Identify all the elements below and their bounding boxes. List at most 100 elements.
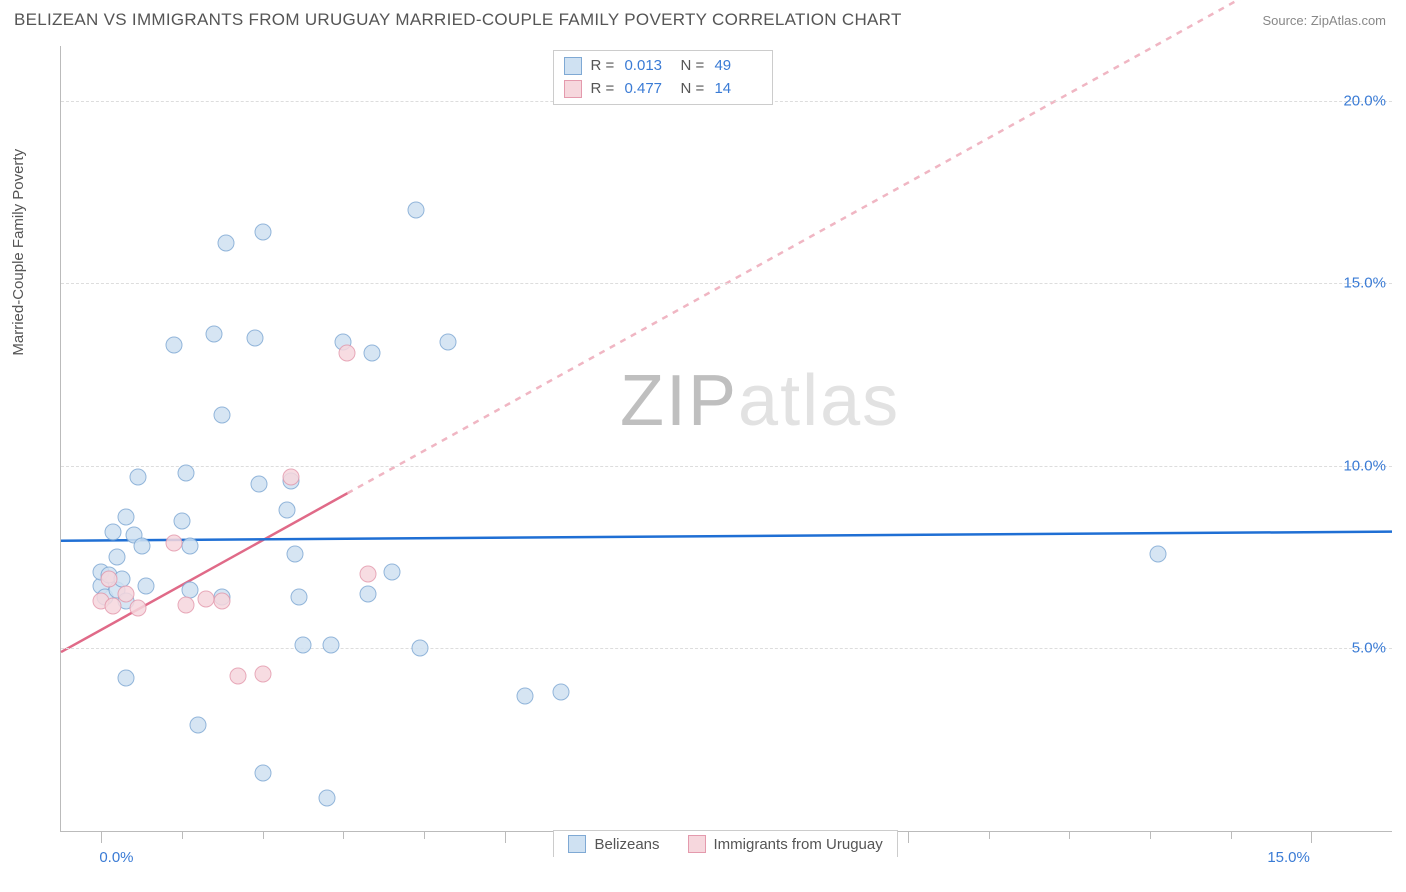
correlation-legend-row: R = 0.477 N = 14: [564, 78, 762, 101]
data-point: [254, 764, 271, 781]
data-point: [286, 545, 303, 562]
data-point: [363, 344, 380, 361]
data-point: [440, 333, 457, 350]
x-tick: [1311, 831, 1312, 843]
r-value: 0.013: [624, 55, 672, 78]
data-point: [129, 600, 146, 617]
x-tick: [908, 831, 909, 843]
data-point: [182, 538, 199, 555]
data-point: [254, 666, 271, 683]
data-point: [190, 717, 207, 734]
y-tick-label: 10.0%: [1343, 457, 1386, 474]
chart-title: BELIZEAN VS IMMIGRANTS FROM URUGUAY MARR…: [14, 10, 902, 30]
data-point: [295, 636, 312, 653]
r-label: R =: [590, 78, 616, 101]
n-label: N =: [680, 78, 706, 101]
data-point: [323, 636, 340, 653]
data-point: [218, 235, 235, 252]
watermark-atlas: atlas: [738, 361, 900, 441]
data-point: [206, 326, 223, 343]
n-label: N =: [680, 55, 706, 78]
x-tick: [343, 831, 344, 839]
series-legend: Belizeans Immigrants from Uruguay: [553, 830, 897, 857]
data-point: [319, 790, 336, 807]
gridline-h: [61, 648, 1392, 649]
data-point: [516, 687, 533, 704]
y-tick-label: 15.0%: [1343, 275, 1386, 292]
r-value: 0.477: [624, 78, 672, 101]
data-point: [117, 585, 134, 602]
data-point: [359, 565, 376, 582]
header-bar: BELIZEAN VS IMMIGRANTS FROM URUGUAY MARR…: [0, 0, 1406, 36]
data-point: [178, 596, 195, 613]
data-point: [214, 406, 231, 423]
x-tick: [1069, 831, 1070, 839]
data-point: [117, 509, 134, 526]
data-point: [246, 330, 263, 347]
series-legend-label: Immigrants from Uruguay: [714, 836, 883, 853]
data-point: [105, 523, 122, 540]
data-point: [407, 202, 424, 219]
data-point: [254, 224, 271, 241]
data-point: [178, 465, 195, 482]
trend-line: [61, 532, 1392, 541]
watermark-zip: ZIP: [620, 361, 738, 441]
data-point: [198, 591, 215, 608]
series-legend-label: Belizeans: [594, 836, 659, 853]
x-tick: [1150, 831, 1151, 839]
legend-swatch: [568, 835, 586, 853]
x-tick: [101, 831, 102, 843]
data-point: [101, 571, 118, 588]
gridline-h: [61, 466, 1392, 467]
data-point: [129, 468, 146, 485]
data-point: [250, 476, 267, 493]
watermark: ZIPatlas: [620, 360, 900, 442]
trend-line: [347, 0, 1392, 493]
x-tick: [424, 831, 425, 839]
data-point: [117, 669, 134, 686]
x-tick: [1231, 831, 1232, 839]
data-point: [282, 468, 299, 485]
n-value: 14: [714, 78, 762, 101]
r-label: R =: [590, 55, 616, 78]
data-point: [165, 337, 182, 354]
legend-swatch: [564, 80, 582, 98]
data-point: [230, 667, 247, 684]
data-point: [214, 592, 231, 609]
data-point: [1150, 545, 1167, 562]
gridline-h: [61, 283, 1392, 284]
data-point: [339, 344, 356, 361]
data-point: [290, 589, 307, 606]
x-tick: [182, 831, 183, 839]
data-point: [383, 563, 400, 580]
y-axis-label: Married-Couple Family Poverty: [10, 149, 27, 356]
data-point: [411, 640, 428, 657]
chart-container: Married-Couple Family Poverty ZIPatlas 5…: [14, 40, 1392, 878]
legend-swatch: [688, 835, 706, 853]
data-point: [133, 538, 150, 555]
source-label: Source: ZipAtlas.com: [1262, 13, 1386, 28]
data-point: [174, 512, 191, 529]
legend-swatch: [564, 57, 582, 75]
data-point: [109, 549, 126, 566]
series-legend-item: Immigrants from Uruguay: [688, 835, 883, 853]
x-tick: [989, 831, 990, 839]
data-point: [165, 534, 182, 551]
n-value: 49: [714, 55, 762, 78]
correlation-legend-row: R = 0.013 N = 49: [564, 55, 762, 78]
y-tick-label: 5.0%: [1352, 640, 1386, 657]
trend-lines-layer: [61, 46, 1392, 831]
data-point: [278, 501, 295, 518]
x-tick-label: 0.0%: [99, 849, 133, 866]
x-tick: [263, 831, 264, 839]
data-point: [137, 578, 154, 595]
x-tick: [505, 831, 506, 843]
x-tick-label: 15.0%: [1267, 849, 1310, 866]
y-tick-label: 20.0%: [1343, 92, 1386, 109]
plot-area: ZIPatlas 5.0%10.0%15.0%20.0%0.0%15.0%R =…: [60, 46, 1392, 832]
data-point: [553, 684, 570, 701]
data-point: [105, 598, 122, 615]
correlation-legend: R = 0.013 N = 49 R = 0.477 N = 14: [553, 50, 773, 105]
series-legend-item: Belizeans: [568, 835, 659, 853]
data-point: [359, 585, 376, 602]
